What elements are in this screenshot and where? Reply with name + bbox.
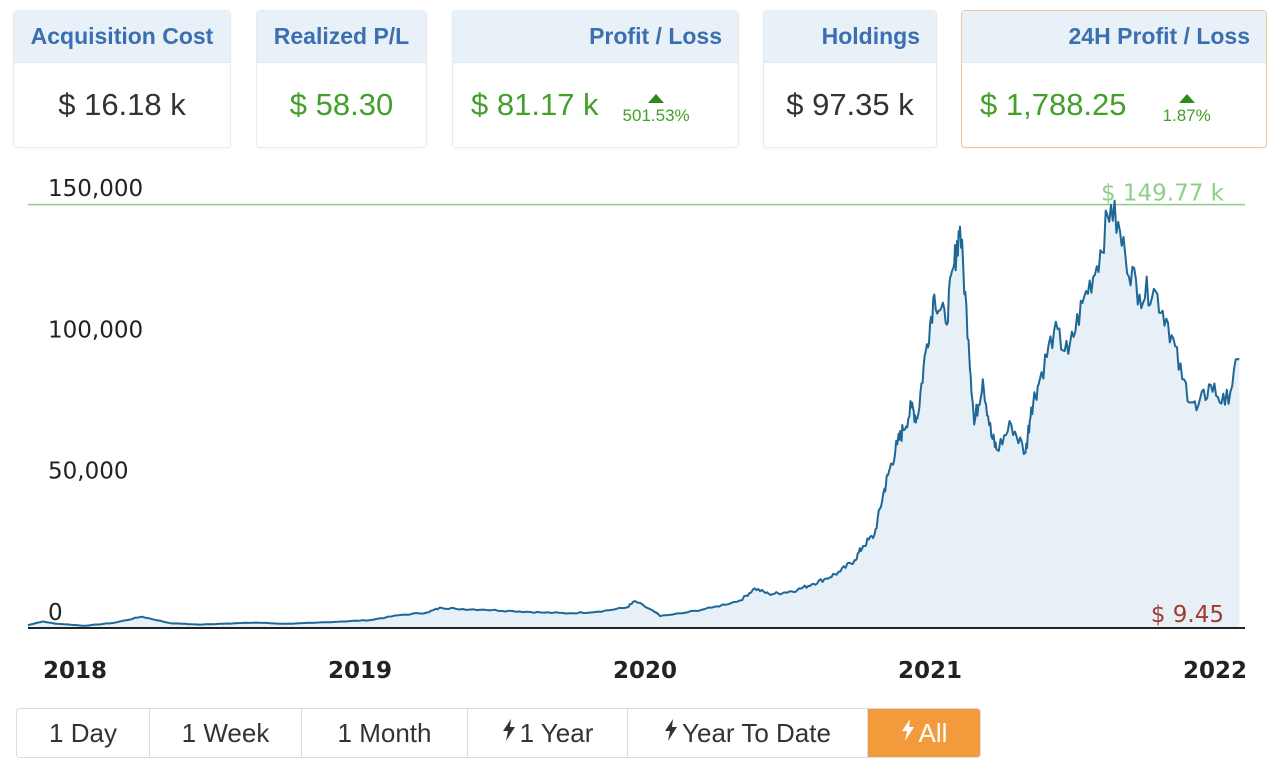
acquisition-cost-value: $ 16.18 k (58, 87, 186, 122)
profit-loss-percent: 501.53% (622, 106, 690, 125)
lightning-icon (502, 719, 516, 747)
triangle-up-icon (648, 94, 665, 103)
x-tick-label: 2019 (328, 658, 392, 684)
holdings-value: $ 97.35 k (786, 87, 914, 122)
acquisition-cost-card: Acquisition Cost $ 16.18 k (13, 10, 231, 148)
chart-series-line (27, 199, 1240, 627)
y-tick-label: 0 (48, 600, 63, 626)
acquisition-cost-label: Acquisition Cost (14, 11, 230, 63)
profit-loss-value: $ 81.17 k (471, 87, 599, 122)
realized-pl-value: $ 58.30 (289, 87, 394, 122)
y-tick-label: 150,000 (48, 176, 143, 202)
profit-24h-percent: 1.87% (1162, 106, 1211, 125)
profit-24h-value: $ 1,788.25 (980, 87, 1127, 122)
timeframe-selector: 1 Day 1 Week 1 Month 1 Year Year To Date… (16, 708, 981, 758)
timeframe-ytd-label: Year To Date (682, 717, 831, 748)
profit-loss-label: Profit / Loss (453, 11, 738, 63)
realized-pl-label: Realized P/L (257, 11, 426, 63)
timeframe-1-month-label: 1 Month (337, 717, 432, 748)
x-tick-label: 2020 (613, 658, 677, 684)
profit-loss-change: 501.53% (623, 94, 690, 126)
timeframe-1-day-button[interactable]: 1 Day (17, 709, 150, 757)
timeframe-all-button[interactable]: All (868, 709, 980, 757)
realized-pl-card: Realized P/L $ 58.30 (256, 10, 427, 148)
x-tick-label: 2018 (43, 658, 107, 684)
x-tick-label: 2021 (898, 658, 962, 684)
x-tick-label: 2022 (1183, 658, 1247, 684)
lightning-icon (901, 719, 915, 747)
timeframe-ytd-button[interactable]: Year To Date (628, 709, 868, 757)
holdings-label: Holdings (764, 11, 936, 63)
max-value-label: $ 149.77 k (1101, 181, 1225, 207)
timeframe-1-week-label: 1 Week (181, 717, 270, 748)
timeframe-1-week-button[interactable]: 1 Week (150, 709, 302, 757)
y-tick-label: 100,000 (48, 317, 143, 343)
holdings-card: Holdings $ 97.35 k (763, 10, 937, 148)
profit-24h-label: 24H Profit / Loss (962, 11, 1266, 63)
min-value-label: $ 9.45 (1151, 602, 1224, 628)
profit-24h-change: 1.87% (1163, 94, 1211, 126)
timeframe-1-year-button[interactable]: 1 Year (468, 709, 628, 757)
y-tick-label: 50,000 (48, 459, 128, 485)
triangle-up-icon (1178, 94, 1195, 103)
timeframe-all-label: All (918, 717, 948, 748)
profit-loss-card: Profit / Loss $ 81.17 k 501.53% (452, 10, 739, 148)
timeframe-1-month-button[interactable]: 1 Month (302, 709, 468, 757)
timeframe-1-year-label: 1 Year (519, 717, 594, 748)
chart-area-fill (28, 200, 1240, 628)
lightning-icon (664, 719, 678, 747)
portfolio-chart: 0 50,000 100,000 150,000 2018 2019 2020 2021 202… (27, 176, 1247, 684)
timeframe-1-day-label: 1 Day (49, 717, 117, 748)
profit-24h-card: 24H Profit / Loss $ 1,788.25 1.87% (961, 10, 1267, 148)
